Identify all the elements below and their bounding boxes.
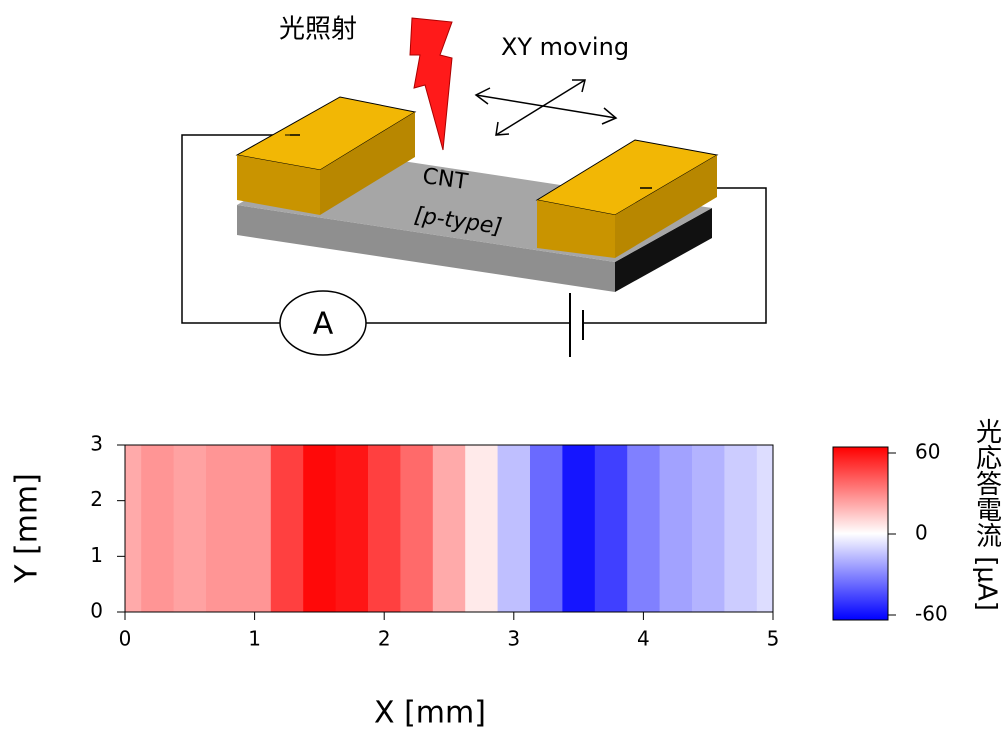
heat-cell [498, 445, 531, 612]
colorbar [833, 447, 888, 620]
heat-cell [692, 445, 725, 612]
x-tick-label: 5 [767, 627, 780, 651]
heat-cell [125, 445, 142, 612]
heat-cell [238, 445, 271, 612]
colorbar-tick-label: 60 [915, 440, 940, 464]
heat-cell [303, 445, 336, 612]
colorbar-label: 光応答電流 [μA] [972, 418, 1002, 611]
motion-label: XY moving [501, 33, 629, 61]
heat-cell [174, 445, 207, 612]
y-axis-label: Y [mm] [10, 473, 45, 584]
y-tick-label: 0 [90, 599, 103, 623]
heat-cell [595, 445, 628, 612]
x-tick-label: 1 [248, 627, 261, 651]
heat-cell [271, 445, 304, 612]
heat-cell [206, 445, 239, 612]
heat-cell [562, 445, 595, 612]
heatmap [125, 445, 774, 612]
heat-cell [465, 445, 498, 612]
y-tick-label: 1 [90, 543, 103, 567]
x-tick-label: 4 [637, 627, 650, 651]
heat-cell [141, 445, 174, 612]
x-tick-label: 3 [507, 627, 520, 651]
heat-cell [368, 445, 401, 612]
x-tick-label: 0 [119, 627, 132, 651]
heat-cell [336, 445, 369, 612]
heat-cell [660, 445, 693, 612]
heat-cell [530, 445, 563, 612]
heat-cell [400, 445, 433, 612]
x-tick-label: 2 [378, 627, 391, 651]
motion-arrows [476, 80, 616, 135]
light-label: 光照射 [279, 15, 357, 45]
ammeter-label: A [313, 307, 334, 342]
y-tick-label: 3 [90, 432, 103, 456]
y-tick-label: 2 [90, 487, 103, 511]
x-axis-label: X [mm] [374, 696, 486, 731]
heat-cell [757, 445, 774, 612]
light-bolt [410, 18, 452, 150]
heat-cell [627, 445, 660, 612]
heat-cell [433, 445, 466, 612]
colorbar-tick-label: -60 [915, 602, 948, 626]
page: A CNT [p-type] 光照射 XY moving X [mm] Y [m… [0, 0, 1005, 733]
heat-cell [724, 445, 757, 612]
colorbar-tick-label: 0 [915, 521, 928, 545]
